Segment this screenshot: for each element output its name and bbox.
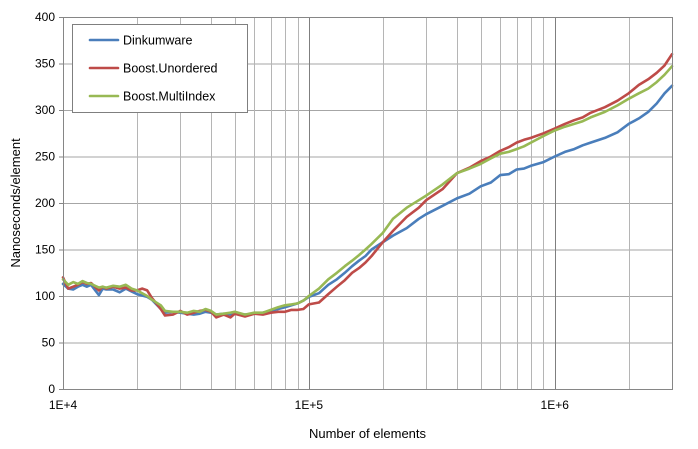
y-tick-label: 250 — [35, 150, 55, 164]
y-tick-label: 200 — [35, 196, 55, 210]
x-axis-title: Number of elements — [309, 426, 427, 441]
legend-label: Boost.Unordered — [123, 62, 218, 76]
y-tick-label: 350 — [35, 57, 55, 71]
y-tick-label: 50 — [42, 336, 56, 350]
series-line-2 — [61, 65, 674, 316]
tick-labels: 0 50 100 150 200 250 300 350 400 1E+4 1E+5 1E+6 — [35, 10, 569, 412]
legend: Dinkumware Boost.Unordered Boost.MultiInde… — [72, 24, 248, 113]
axes — [59, 17, 673, 390]
y-tick-label: 100 — [35, 289, 55, 303]
x-tick-label: 1E+4 — [49, 398, 78, 412]
series-lines — [61, 52, 674, 319]
y-tick-label: 150 — [35, 243, 55, 257]
plot-area-border — [63, 17, 673, 390]
x-tick-label: 1E+6 — [541, 398, 570, 412]
x-tick-label: 1E+5 — [295, 398, 324, 412]
y-axis-title: Nanoseconds/element — [8, 138, 23, 268]
y-tick-label: 0 — [48, 382, 55, 396]
legend-label: Dinkumware — [123, 34, 193, 48]
series-line-0 — [61, 84, 674, 316]
y-tick-label: 400 — [35, 10, 55, 24]
legend-label: Boost.MultiIndex — [123, 90, 216, 104]
y-tick-label: 300 — [35, 103, 55, 117]
series-line-1 — [61, 52, 674, 319]
